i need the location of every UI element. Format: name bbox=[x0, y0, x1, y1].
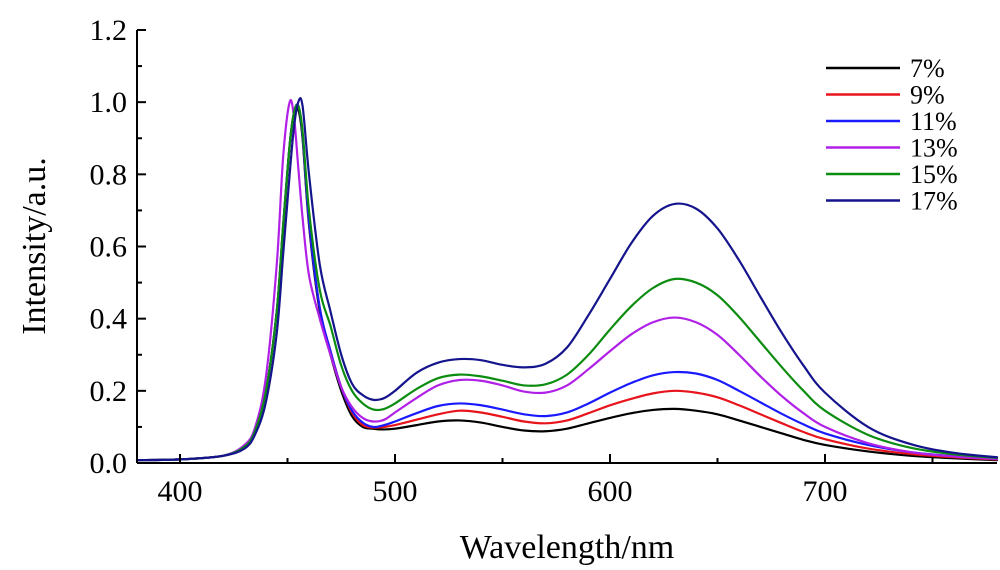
legend-label: 13% bbox=[910, 134, 958, 163]
series-layer bbox=[135, 97, 999, 462]
series-line-13pct bbox=[135, 99, 999, 462]
y-tick-label: 1.2 bbox=[90, 14, 128, 47]
legend-label: 7% bbox=[910, 54, 945, 83]
series-line-17pct bbox=[135, 97, 999, 462]
series-line-9pct bbox=[135, 103, 999, 462]
y-tick-label: 0.0 bbox=[90, 447, 128, 480]
ticks: 400 500 600 700 0.0 0.2 0.4 0.6 0.8 1.0 1.2 bbox=[90, 14, 934, 508]
y-tick-label: 0.6 bbox=[90, 231, 128, 264]
y-tick-label: 0.8 bbox=[90, 158, 128, 191]
legend-label: 17% bbox=[910, 187, 958, 216]
legend-label: 11% bbox=[910, 107, 957, 136]
x-tick-label: 500 bbox=[373, 475, 418, 508]
x-tick-label: 700 bbox=[803, 475, 848, 508]
legend: 7%9%11%13%15%17% bbox=[826, 54, 958, 216]
series-line-15pct bbox=[135, 103, 999, 462]
series-line-7pct bbox=[135, 105, 999, 462]
legend-label: 9% bbox=[910, 81, 945, 110]
y-tick-label: 0.2 bbox=[90, 375, 128, 408]
x-axis-title: Wavelength/nm bbox=[460, 529, 674, 566]
y-tick-label: 0.4 bbox=[90, 303, 128, 336]
y-axis-title: Intensity/a.u. bbox=[16, 157, 53, 335]
x-tick-label: 600 bbox=[588, 475, 633, 508]
legend-label: 15% bbox=[910, 160, 958, 189]
series-line-11pct bbox=[135, 103, 999, 462]
x-tick-label: 400 bbox=[158, 475, 203, 508]
y-tick-label: 1.0 bbox=[90, 86, 128, 119]
